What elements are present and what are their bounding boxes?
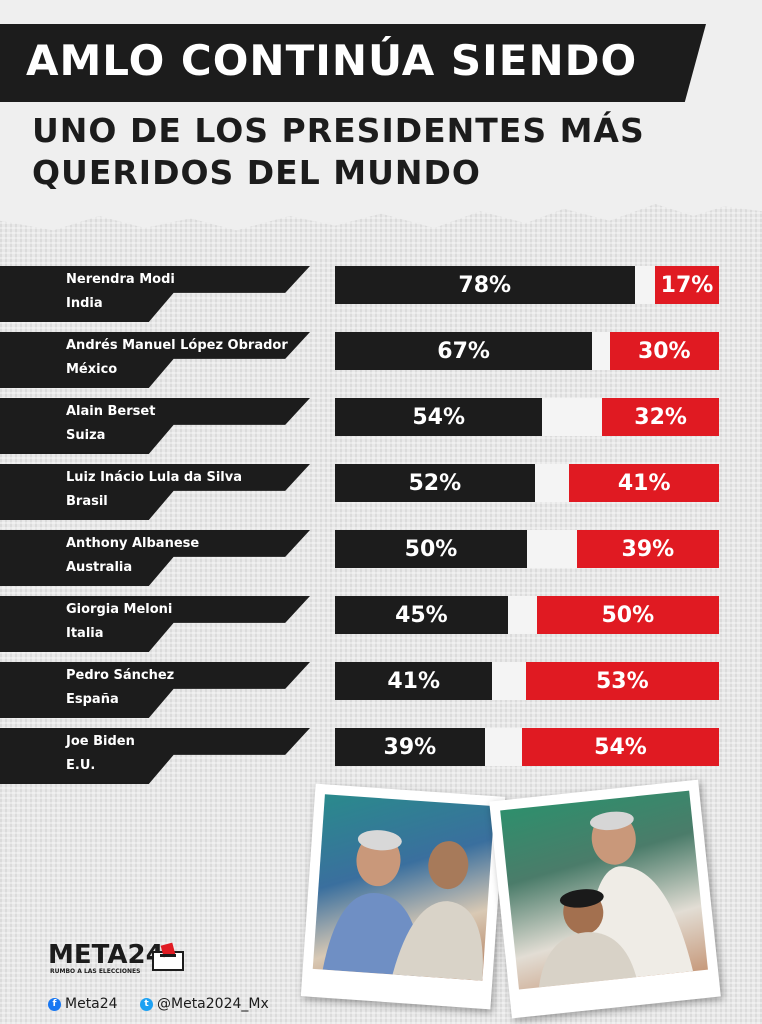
- leader-country: Australia: [66, 560, 133, 575]
- approval-bar: 54%: [335, 398, 543, 436]
- name-band: [0, 728, 310, 784]
- disapproval-bar: 50%: [536, 596, 719, 634]
- leader-country: España: [66, 692, 119, 707]
- twitter-handle[interactable]: t @Meta2024_Mx: [140, 996, 269, 1012]
- leader-name: Anthony Albanese: [66, 536, 200, 551]
- chart-row: Nerendra Modi India 78% 17%: [0, 266, 762, 322]
- approval-bar: 45%: [335, 596, 508, 634]
- leader-country: Italia: [66, 626, 104, 641]
- leader-name: Nerendra Modi: [66, 272, 175, 287]
- leader-name: Giorgia Meloni: [66, 602, 173, 617]
- disapproval-bar: 17%: [655, 266, 719, 304]
- chart-row: Pedro Sánchez España 41% 53%: [0, 662, 762, 718]
- approval-bar: 78%: [335, 266, 635, 304]
- meta24-logo: META24 RUMBO A LAS ELECCIONES: [48, 940, 198, 980]
- approval-bar: 67%: [335, 332, 593, 370]
- page-subtitle: UNO DE LOS PRESIDENTES MÁS QUERIDOS DEL …: [32, 110, 645, 194]
- leader-name: Luiz Inácio Lula da Silva: [66, 470, 242, 485]
- facebook-icon: f: [48, 997, 61, 1011]
- leader-name: Pedro Sánchez: [66, 668, 175, 683]
- chart-row: Andrés Manuel López Obrador México 67% 30%: [0, 332, 762, 388]
- chart-row: Alain Berset Suiza 54% 32%: [0, 398, 762, 454]
- leader-country: Suiza: [66, 428, 106, 443]
- chart-row: Luiz Inácio Lula da Silva Brasil 52% 41%: [0, 464, 762, 520]
- subtitle-line-2: QUERIDOS DEL MUNDO: [32, 153, 481, 192]
- disapproval-bar: 54%: [522, 728, 719, 766]
- disapproval-bar: 39%: [576, 530, 719, 568]
- approval-bar: 41%: [335, 662, 493, 700]
- photo-left-image: [322, 830, 483, 981]
- disapproval-bar: 53%: [525, 662, 719, 700]
- twitter-text: @Meta2024_Mx: [157, 996, 269, 1012]
- subtitle-line-1: UNO DE LOS PRESIDENTES MÁS: [32, 111, 645, 150]
- leader-name: Andrés Manuel López Obrador: [66, 338, 288, 353]
- leader-country: E.U.: [66, 758, 96, 773]
- facebook-handle[interactable]: f Meta24: [48, 996, 118, 1012]
- page-title: AMLO CONTINÚA SIENDO: [26, 36, 638, 85]
- facebook-text: Meta24: [65, 996, 118, 1012]
- title-band: [0, 24, 706, 102]
- photo-right-image: [538, 811, 694, 988]
- leader-country: México: [66, 362, 118, 377]
- disapproval-bar: 32%: [602, 398, 719, 436]
- leader-name: Joe Biden: [66, 734, 135, 749]
- chart-row: Giorgia Meloni Italia 45% 50%: [0, 596, 762, 652]
- photo-left: [300, 783, 506, 1010]
- disapproval-bar: 30%: [609, 332, 719, 370]
- disapproval-bar: 41%: [569, 464, 719, 502]
- logo-text: META24: [48, 940, 164, 970]
- approval-bar: 52%: [335, 464, 535, 502]
- logo-tagline: RUMBO A LAS ELECCIONES: [50, 968, 141, 975]
- chart-row: Joe Biden E.U. 39% 54%: [0, 728, 762, 784]
- leader-country: India: [66, 296, 103, 311]
- approval-bar: 39%: [335, 728, 485, 766]
- photo-right: [489, 779, 721, 1019]
- ballot-box-icon: [152, 942, 184, 971]
- approval-bar: 50%: [335, 530, 527, 568]
- twitter-icon: t: [140, 997, 153, 1011]
- leader-country: Brasil: [66, 494, 108, 509]
- leader-name: Alain Berset: [66, 404, 156, 419]
- chart-row: Anthony Albanese Australia 50% 39%: [0, 530, 762, 586]
